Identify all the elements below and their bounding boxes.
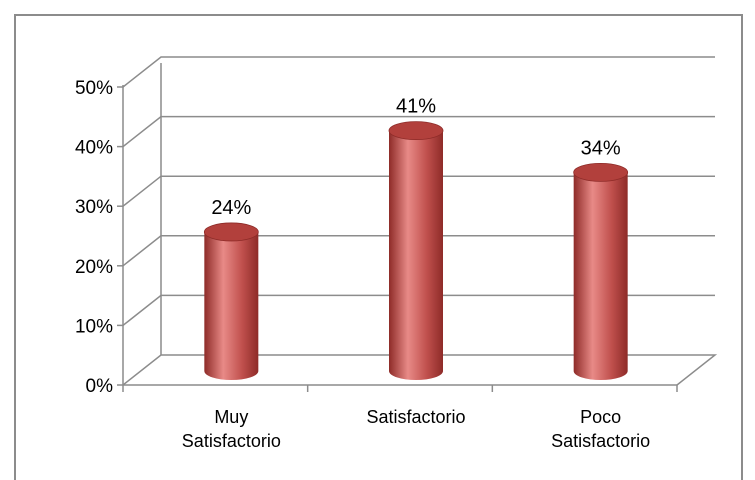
category-label-line: Muy <box>214 407 248 427</box>
gridline <box>122 235 715 267</box>
y-tick-label: 0% <box>86 376 114 397</box>
bars <box>203 121 629 380</box>
bar-top <box>203 222 259 242</box>
axes <box>122 85 678 392</box>
y-tick-label: 10% <box>75 316 113 337</box>
category-label-line: Satisfactorio <box>366 407 465 427</box>
y-tick-label: 40% <box>75 138 113 159</box>
bar-group <box>388 121 444 380</box>
y-tick-label: 20% <box>75 257 113 278</box>
gridline <box>122 115 715 148</box>
data-label: 34% <box>581 137 621 159</box>
data-labels: 24% 41% 34% <box>211 96 621 219</box>
category-label-line: Satisfactorio <box>551 431 650 451</box>
category-label: Poco Satisfactorio <box>551 407 650 451</box>
bar-group <box>573 162 629 380</box>
gridline <box>122 56 715 88</box>
x-axis-categories: Muy Satisfactorio Satisfactorio Poco Satisfa… <box>182 407 650 451</box>
category-label: Satisfactorio <box>366 407 465 427</box>
bar-group <box>203 222 259 380</box>
bar <box>204 231 259 380</box>
category-label-line: Poco <box>580 407 621 427</box>
bar <box>573 172 628 380</box>
data-label: 41% <box>396 96 436 118</box>
bar <box>389 130 443 380</box>
data-label: 24% <box>211 197 251 219</box>
category-label: Muy Satisfactorio <box>182 407 281 451</box>
gridlines <box>122 56 715 326</box>
bar-top <box>573 162 629 182</box>
y-tick-label: 30% <box>75 197 113 218</box>
y-tick-label: 50% <box>75 78 113 99</box>
gridline <box>122 294 715 326</box>
bar-top <box>388 121 444 141</box>
category-label-line: Satisfactorio <box>182 431 281 451</box>
gridline <box>122 175 715 207</box>
y-axis-ticks: 0% 10% 20% 30% 40% 50% <box>75 78 123 397</box>
